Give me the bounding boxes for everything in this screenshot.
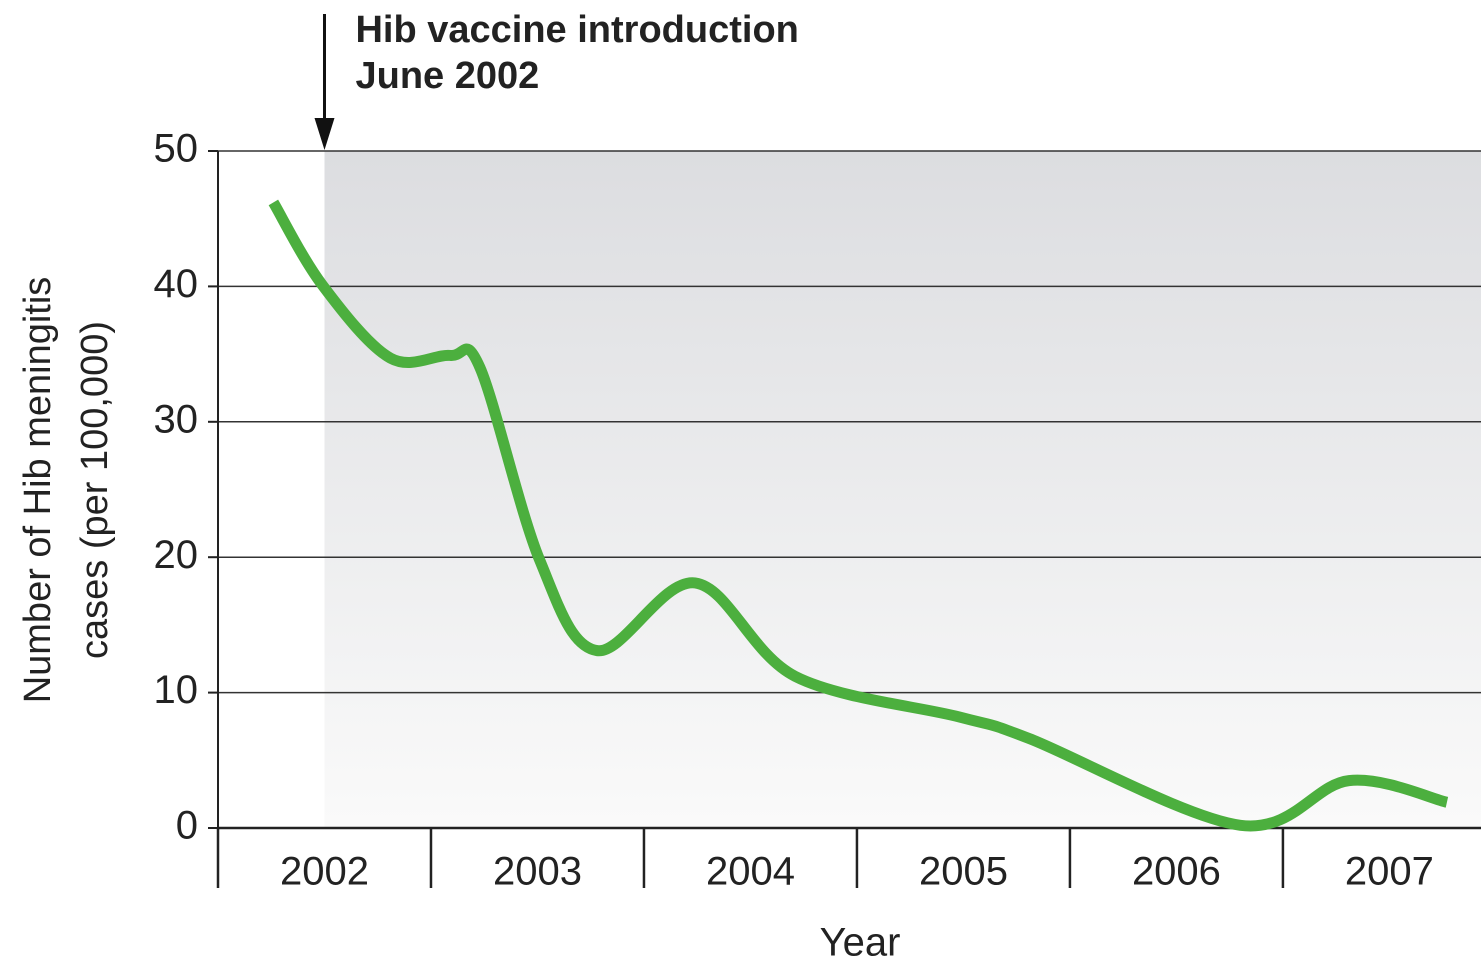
vaccine-period	[324, 151, 1481, 828]
x-tick-label: 2003	[493, 850, 582, 894]
y-axis-label: cases (per 100,000)	[74, 321, 116, 659]
x-tick-label: 2006	[1132, 850, 1221, 894]
x-tick-label: 2007	[1345, 850, 1434, 894]
x-axis-label: Year	[820, 921, 901, 965]
x-tick-label: 2005	[919, 850, 1008, 894]
x-tick-label: 2004	[706, 850, 795, 894]
y-tick-label: 30	[154, 397, 199, 441]
y-tick-label: 50	[154, 127, 199, 171]
y-tick-label: 40	[154, 262, 199, 306]
annotation-arrowhead	[314, 118, 335, 150]
annotation: Hib vaccine introduction	[355, 9, 798, 51]
y-tick-label: 0	[176, 804, 198, 848]
y-tick-label: 20	[154, 533, 199, 577]
line	[268, 199, 1449, 832]
x-tick-label: 2002	[280, 850, 369, 894]
annotation: June 2002	[355, 55, 539, 97]
y-tick-label: 10	[154, 668, 199, 712]
y-axis-label: Number of Hib meningitis	[17, 277, 59, 704]
